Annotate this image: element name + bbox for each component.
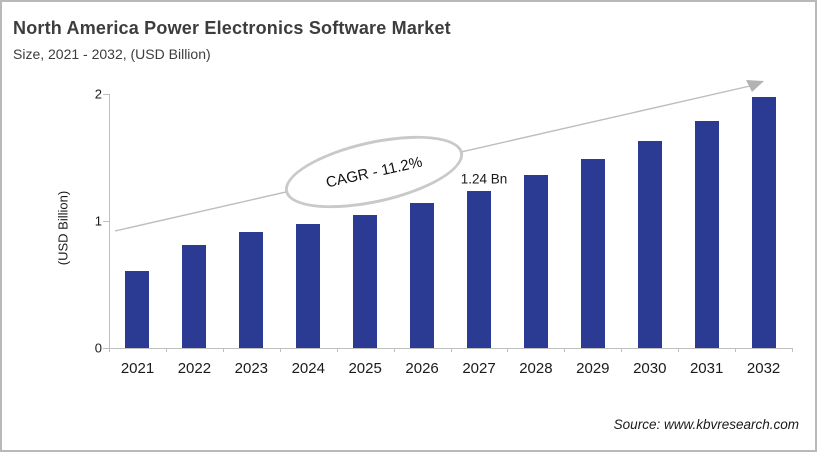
data-point-label: 1.24 Bn — [460, 171, 508, 187]
bar-2022 — [182, 245, 207, 348]
x-tick-mark — [393, 348, 395, 352]
x-tick-mark — [165, 348, 167, 352]
x-tick-mark — [507, 348, 509, 352]
x-tick-mark — [792, 348, 793, 352]
bar-2032 — [751, 96, 776, 348]
bar-2021 — [125, 270, 150, 348]
bar-2028 — [523, 175, 548, 348]
bar-2030 — [637, 140, 662, 348]
x-tick-mark — [109, 348, 110, 352]
y-tick-label: 0 — [94, 340, 102, 356]
x-tick-label-2026: 2026 — [405, 360, 439, 377]
x-tick-label-2032: 2032 — [746, 360, 781, 377]
x-tick-label-2027: 2027 — [462, 360, 496, 377]
y-axis-label: (USD Billion) — [55, 190, 71, 266]
x-tick-mark — [450, 348, 452, 352]
source-attribution: Source: www.kbvresearch.com — [613, 417, 799, 432]
cagr-ellipse: CAGR - 11.2% — [278, 122, 470, 222]
y-tick-mark — [103, 221, 109, 222]
bar-2027 — [466, 190, 491, 348]
x-tick-label-2022: 2022 — [177, 360, 212, 377]
cagr-label: CAGR - 11.2% — [324, 153, 424, 191]
bar-2023 — [239, 232, 264, 348]
x-tick-label-2021: 2021 — [120, 360, 155, 377]
y-tick-label: 2 — [94, 86, 102, 102]
x-tick-label-2029: 2029 — [576, 360, 610, 377]
x-tick-label-2031: 2031 — [689, 360, 724, 377]
x-tick-mark — [678, 348, 680, 352]
y-tick-mark — [103, 348, 109, 349]
x-tick-label-2023: 2023 — [234, 360, 269, 377]
x-tick-mark — [222, 348, 224, 352]
bar-2025 — [353, 214, 378, 348]
bar-2024 — [296, 223, 321, 348]
x-tick-label-2025: 2025 — [348, 360, 382, 377]
x-tick-label-2030: 2030 — [633, 360, 667, 377]
y-tick-label: 1 — [94, 213, 102, 229]
bar-2026 — [410, 203, 435, 348]
x-tick-mark — [621, 348, 623, 352]
y-axis-line — [109, 94, 110, 348]
x-tick-mark — [735, 348, 737, 352]
x-tick-mark — [336, 348, 338, 352]
bar-2029 — [580, 158, 605, 348]
chart-title: North America Power Electronics Software… — [13, 18, 451, 38]
x-tick-mark — [279, 348, 281, 352]
x-tick-label-2024: 2024 — [291, 360, 325, 377]
x-tick-mark — [564, 348, 566, 352]
chart-subtitle: Size, 2021 - 2032, (USD Billion) — [13, 46, 211, 62]
bar-2031 — [694, 120, 719, 348]
y-tick-mark — [103, 94, 109, 95]
x-tick-label-2028: 2028 — [519, 360, 553, 377]
